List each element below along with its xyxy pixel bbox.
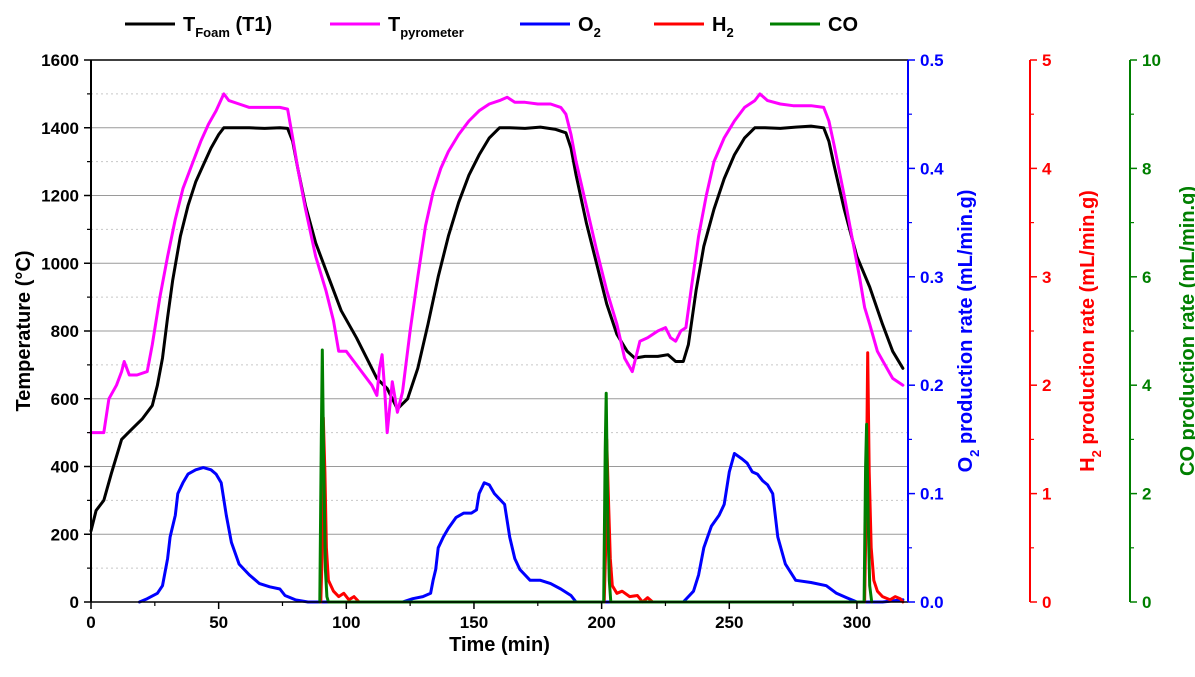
y-tick-label-h2: 5 [1042, 51, 1051, 70]
y-tick-label-temp: 0 [70, 593, 79, 612]
y-tick-label-o2: 0.1 [920, 485, 944, 504]
series-line-1 [89, 92, 905, 435]
legend-name-sub: Foam [195, 25, 230, 40]
series-line-2 [138, 452, 905, 604]
y-tick-label-o2: 0.3 [920, 268, 944, 287]
x-tick-label: 100 [332, 613, 360, 632]
legend-name-rest: (T1) [230, 14, 272, 36]
y-tick-label-co: 8 [1142, 159, 1151, 178]
y-tick-label-co: 6 [1142, 268, 1151, 287]
legend-name-main: H [712, 14, 726, 36]
grid-lines [91, 59, 908, 569]
legend-name-main: T [183, 14, 195, 36]
y-axis-title-sub: 2 [967, 450, 982, 457]
legend-name-main: CO [828, 14, 858, 36]
legend-entry-4: CO [828, 14, 858, 36]
legend-name-main: T [388, 14, 400, 36]
x-tick-label: 50 [209, 613, 228, 632]
y-axis-title-main: O [955, 457, 977, 473]
y-tick-label-temp: 600 [51, 390, 79, 409]
y-tick-label-h2: 2 [1042, 376, 1051, 395]
x-tick-label: 250 [715, 613, 743, 632]
y-tick-label-temp: 1200 [41, 187, 79, 206]
y-tick-label-h2: 4 [1042, 159, 1052, 178]
x-tick-label: 150 [460, 613, 488, 632]
y-tick-label-temp: 200 [51, 525, 79, 544]
y-tick-label-co: 10 [1142, 51, 1161, 70]
y-tick-label-co: 2 [1142, 485, 1151, 504]
y-axis-title-rest: production rate (mL/min.g) [955, 190, 977, 450]
y-tick-label-temp: 1600 [41, 51, 79, 70]
y-tick-label-temp: 800 [51, 322, 79, 341]
y-axis-title-sub: 2 [1089, 450, 1104, 457]
y-tick-label-o2: 0.4 [920, 159, 944, 178]
series-line-4 [318, 348, 874, 604]
y-tick-label-h2: 1 [1042, 485, 1051, 504]
x-tick-label: 0 [86, 613, 95, 632]
legend-name-sub: pyrometer [400, 25, 464, 40]
series-line-0 [89, 124, 905, 533]
plot-area [89, 92, 905, 604]
y-tick-label-temp: 400 [51, 458, 79, 477]
legend-entry-1: Tpyrometer [388, 14, 464, 40]
legend-entry-3: H2 [712, 14, 734, 40]
x-tick-label: 300 [843, 613, 871, 632]
y-tick-label-o2: 0.0 [920, 593, 944, 612]
y-tick-label-temp: 1000 [41, 254, 79, 273]
y-tick-label-o2: 0.2 [920, 376, 944, 395]
legend-entry-2: O2 [578, 14, 601, 40]
y-tick-label-co: 0 [1142, 593, 1151, 612]
y-tick-label-temp: 1400 [41, 119, 79, 138]
y-tick-label-h2: 0 [1042, 593, 1051, 612]
y-axis-title-rest: production rate (mL/min.g) [1077, 190, 1099, 450]
y-axis-title-temp: Temperature (°C) [13, 251, 35, 412]
x-tick-label: 200 [587, 613, 615, 632]
legend-name-sub: 2 [726, 25, 733, 40]
y-tick-label-h2: 3 [1042, 268, 1051, 287]
legend-name-sub: 2 [594, 25, 601, 40]
x-axis-title: Time (min) [449, 634, 550, 656]
y-axis-title-h2: H2 production rate (mL/min.g) [1077, 190, 1104, 472]
y-axis-title-main: H [1077, 457, 1099, 471]
y-tick-label-o2: 0.5 [920, 51, 944, 70]
legend: TFoam (T1) Tpyrometer O2 H2 CO [125, 14, 858, 40]
legend-name-main: O [578, 14, 594, 36]
y-tick-label-co: 4 [1142, 376, 1152, 395]
y-axis-title-o2: O2 production rate (mL/min.g) [955, 190, 982, 473]
series-line-3 [319, 351, 905, 604]
y-axis-title-main: CO production rate (mL/min.g) [1177, 186, 1195, 476]
legend-entry-0: TFoam (T1) [183, 14, 272, 40]
y-axis-title-co: CO production rate (mL/min.g) [1177, 186, 1195, 476]
